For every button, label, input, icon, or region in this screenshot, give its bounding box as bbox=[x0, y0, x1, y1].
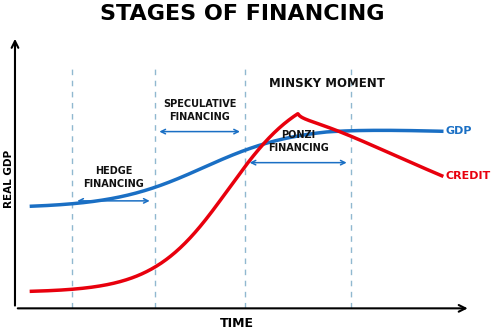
Text: GDP: GDP bbox=[446, 126, 472, 136]
Title: STAGES OF FINANCING: STAGES OF FINANCING bbox=[100, 4, 385, 24]
Text: REAL GDP: REAL GDP bbox=[4, 150, 14, 208]
Text: MINSKY MOMENT: MINSKY MOMENT bbox=[268, 77, 384, 90]
Text: CREDIT: CREDIT bbox=[446, 171, 491, 181]
Text: TIME: TIME bbox=[220, 317, 254, 330]
Text: PONZI
FINANCING: PONZI FINANCING bbox=[268, 130, 328, 153]
Text: SPECULATIVE
FINANCING: SPECULATIVE FINANCING bbox=[163, 99, 236, 122]
Text: HEDGE
FINANCING: HEDGE FINANCING bbox=[83, 166, 144, 189]
